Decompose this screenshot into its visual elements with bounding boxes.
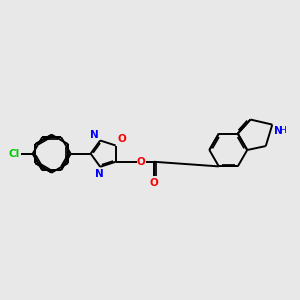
- Text: N: N: [95, 169, 104, 178]
- Text: N: N: [90, 130, 99, 140]
- Text: N: N: [274, 126, 283, 136]
- Text: O: O: [117, 134, 126, 144]
- Text: O: O: [137, 157, 146, 167]
- Text: O: O: [149, 178, 158, 188]
- Text: Cl: Cl: [8, 148, 20, 159]
- Text: H: H: [279, 126, 286, 135]
